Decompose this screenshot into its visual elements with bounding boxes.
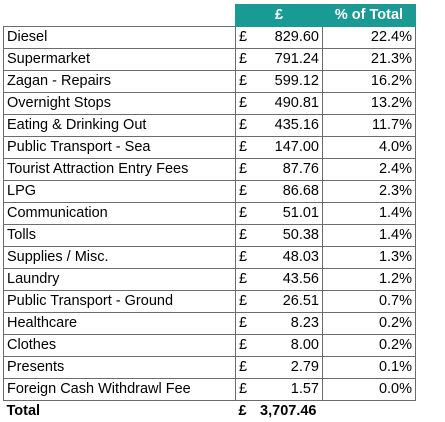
table-row: LPG £86.68 2.3% bbox=[3, 180, 416, 203]
percent-cell: 1.4% bbox=[322, 202, 416, 225]
currency-cell: £ bbox=[235, 136, 252, 159]
amount-cell: 2.79 bbox=[251, 356, 323, 379]
table-row: Healthcare £8.23 0.2% bbox=[3, 312, 416, 335]
amount-cell: 50.38 bbox=[251, 224, 323, 247]
table-row: Clothes £8.00 0.2% bbox=[3, 334, 416, 357]
currency-cell: £ bbox=[235, 224, 252, 247]
table-row: Public Transport - Sea £147.00 4.0% bbox=[3, 136, 416, 159]
amount-cell: 791.24 bbox=[251, 48, 323, 71]
currency-cell: £ bbox=[235, 378, 252, 401]
currency-cell: £ bbox=[235, 48, 252, 71]
category-cell: Laundry bbox=[3, 268, 236, 291]
currency-cell: £ bbox=[235, 114, 252, 137]
table-row: Supplies / Misc. £48.03 1.3% bbox=[3, 246, 416, 269]
percent-cell: 0.0% bbox=[322, 378, 416, 401]
category-cell: Eating & Drinking Out bbox=[3, 114, 236, 137]
category-cell: Overnight Stops bbox=[3, 92, 236, 115]
category-cell: Public Transport - Sea bbox=[3, 136, 236, 159]
percent-cell: 16.2% bbox=[322, 70, 416, 93]
percent-cell: 11.7% bbox=[322, 114, 416, 137]
currency-cell: £ bbox=[235, 92, 252, 115]
category-cell: Presents bbox=[3, 356, 236, 379]
category-cell: Zagan - Repairs bbox=[3, 70, 236, 93]
currency-cell: £ bbox=[235, 356, 252, 379]
amount-cell: 147.00 bbox=[251, 136, 323, 159]
header-currency: £ bbox=[235, 4, 323, 27]
amount-cell: 1.57 bbox=[251, 378, 323, 401]
category-cell: LPG bbox=[3, 180, 236, 203]
currency-cell: £ bbox=[235, 180, 252, 203]
percent-cell: 22.4% bbox=[322, 26, 416, 49]
category-cell: Diesel bbox=[3, 26, 236, 49]
currency-cell: £ bbox=[235, 202, 252, 225]
category-cell: Supermarket bbox=[3, 48, 236, 71]
header-row: £ % of Total bbox=[4, 4, 416, 27]
percent-cell: 2.3% bbox=[322, 180, 416, 203]
table-row: Laundry £43.56 1.2% bbox=[3, 268, 416, 291]
percent-cell: 1.4% bbox=[322, 224, 416, 247]
percent-cell: 2.4% bbox=[322, 158, 416, 181]
percent-cell: 4.0% bbox=[322, 136, 416, 159]
percent-cell: 0.2% bbox=[322, 312, 416, 335]
amount-cell: 829.60 bbox=[251, 26, 323, 49]
table-row: Public Transport - Ground £26.51 0.7% bbox=[3, 290, 416, 313]
amount-cell: 86.68 bbox=[251, 180, 323, 203]
table-row: Supermarket £791.24 21.3% bbox=[3, 48, 416, 71]
total-amount: 3,707.46 bbox=[260, 403, 317, 419]
amount-cell: 48.03 bbox=[251, 246, 323, 269]
amount-cell: 8.23 bbox=[251, 312, 323, 335]
percent-cell: 1.2% bbox=[322, 268, 416, 291]
amount-cell: 8.00 bbox=[251, 334, 323, 357]
currency-cell: £ bbox=[235, 312, 252, 335]
category-cell: Clothes bbox=[3, 334, 236, 357]
category-cell: Tourist Attraction Entry Fees bbox=[3, 158, 236, 181]
category-cell: Healthcare bbox=[3, 312, 236, 335]
category-cell: Communication bbox=[3, 202, 236, 225]
percent-cell: 1.3% bbox=[322, 246, 416, 269]
currency-cell: £ bbox=[235, 290, 252, 313]
currency-cell: £ bbox=[235, 334, 252, 357]
amount-cell: 435.16 bbox=[251, 114, 323, 137]
currency-cell: £ bbox=[235, 158, 252, 181]
table-row: Eating & Drinking Out £435.16 11.7% bbox=[3, 114, 416, 137]
amount-cell: 87.76 bbox=[251, 158, 323, 181]
table-row: Zagan - Repairs £599.12 16.2% bbox=[3, 70, 416, 93]
table-row: Foreign Cash Withdrawl Fee £1.57 0.0% bbox=[3, 378, 416, 401]
category-cell: Public Transport - Ground bbox=[3, 290, 236, 313]
total-row: Total £ 3,707.46 bbox=[4, 401, 416, 422]
total-label: Total bbox=[6, 403, 41, 419]
percent-cell: 21.3% bbox=[322, 48, 416, 71]
category-cell: Tolls bbox=[3, 224, 236, 247]
table-row: Communication £51.01 1.4% bbox=[3, 202, 416, 225]
expense-rows: Diesel £829.60 22.4% Supermarket £791.24 21.3… bbox=[3, 26, 416, 401]
table-row: Overnight Stops £490.81 13.2% bbox=[3, 92, 416, 115]
currency-cell: £ bbox=[235, 70, 252, 93]
percent-cell: 0.2% bbox=[322, 334, 416, 357]
total-currency: £ bbox=[238, 403, 247, 419]
category-cell: Foreign Cash Withdrawl Fee bbox=[3, 378, 236, 401]
table-row: Tourist Attraction Entry Fees £87.76 2.4% bbox=[3, 158, 416, 181]
category-cell: Supplies / Misc. bbox=[3, 246, 236, 269]
amount-cell: 490.81 bbox=[251, 92, 323, 115]
amount-cell: 43.56 bbox=[251, 268, 323, 291]
amount-cell: 51.01 bbox=[251, 202, 323, 225]
table-row: Presents £2.79 0.1% bbox=[3, 356, 416, 379]
table-row: Tolls £50.38 1.4% bbox=[3, 224, 416, 247]
amount-cell: 26.51 bbox=[251, 290, 323, 313]
table-row: Diesel £829.60 22.4% bbox=[3, 26, 416, 49]
percent-cell: 0.7% bbox=[322, 290, 416, 313]
currency-cell: £ bbox=[235, 26, 252, 49]
currency-cell: £ bbox=[235, 268, 252, 291]
total-blank bbox=[323, 401, 416, 422]
amount-cell: 599.12 bbox=[251, 70, 323, 93]
expense-table: £ % of Total Diesel £829.60 22.4% Supermark… bbox=[3, 4, 416, 422]
currency-cell: £ bbox=[235, 246, 252, 269]
header-percent: % of Total bbox=[322, 4, 416, 27]
header-blank bbox=[4, 5, 236, 27]
percent-cell: 0.1% bbox=[322, 356, 416, 379]
percent-cell: 13.2% bbox=[322, 92, 416, 115]
